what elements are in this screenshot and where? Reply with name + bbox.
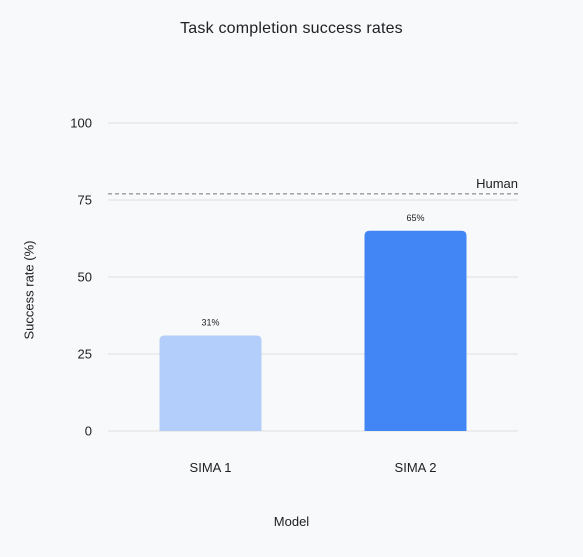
y-tick-label: 50	[78, 270, 92, 285]
y-tick-label: 25	[78, 347, 92, 362]
bar-sima-2	[364, 230, 467, 431]
bar-sima-1	[159, 335, 262, 431]
x-tick-label: SIMA 1	[190, 460, 232, 475]
chart-title: Task completion success rates	[180, 20, 403, 37]
x-tick-label: SIMA 2	[395, 460, 437, 475]
data-label: 65%	[406, 213, 424, 223]
y-tick-label: 75	[78, 193, 92, 208]
x-axis-label: Model	[273, 514, 310, 529]
reference-line-label: Human	[476, 176, 518, 191]
y-tick-label: 0	[85, 424, 92, 439]
y-tick-label: 100	[70, 116, 92, 131]
data-label: 31%	[201, 318, 219, 328]
